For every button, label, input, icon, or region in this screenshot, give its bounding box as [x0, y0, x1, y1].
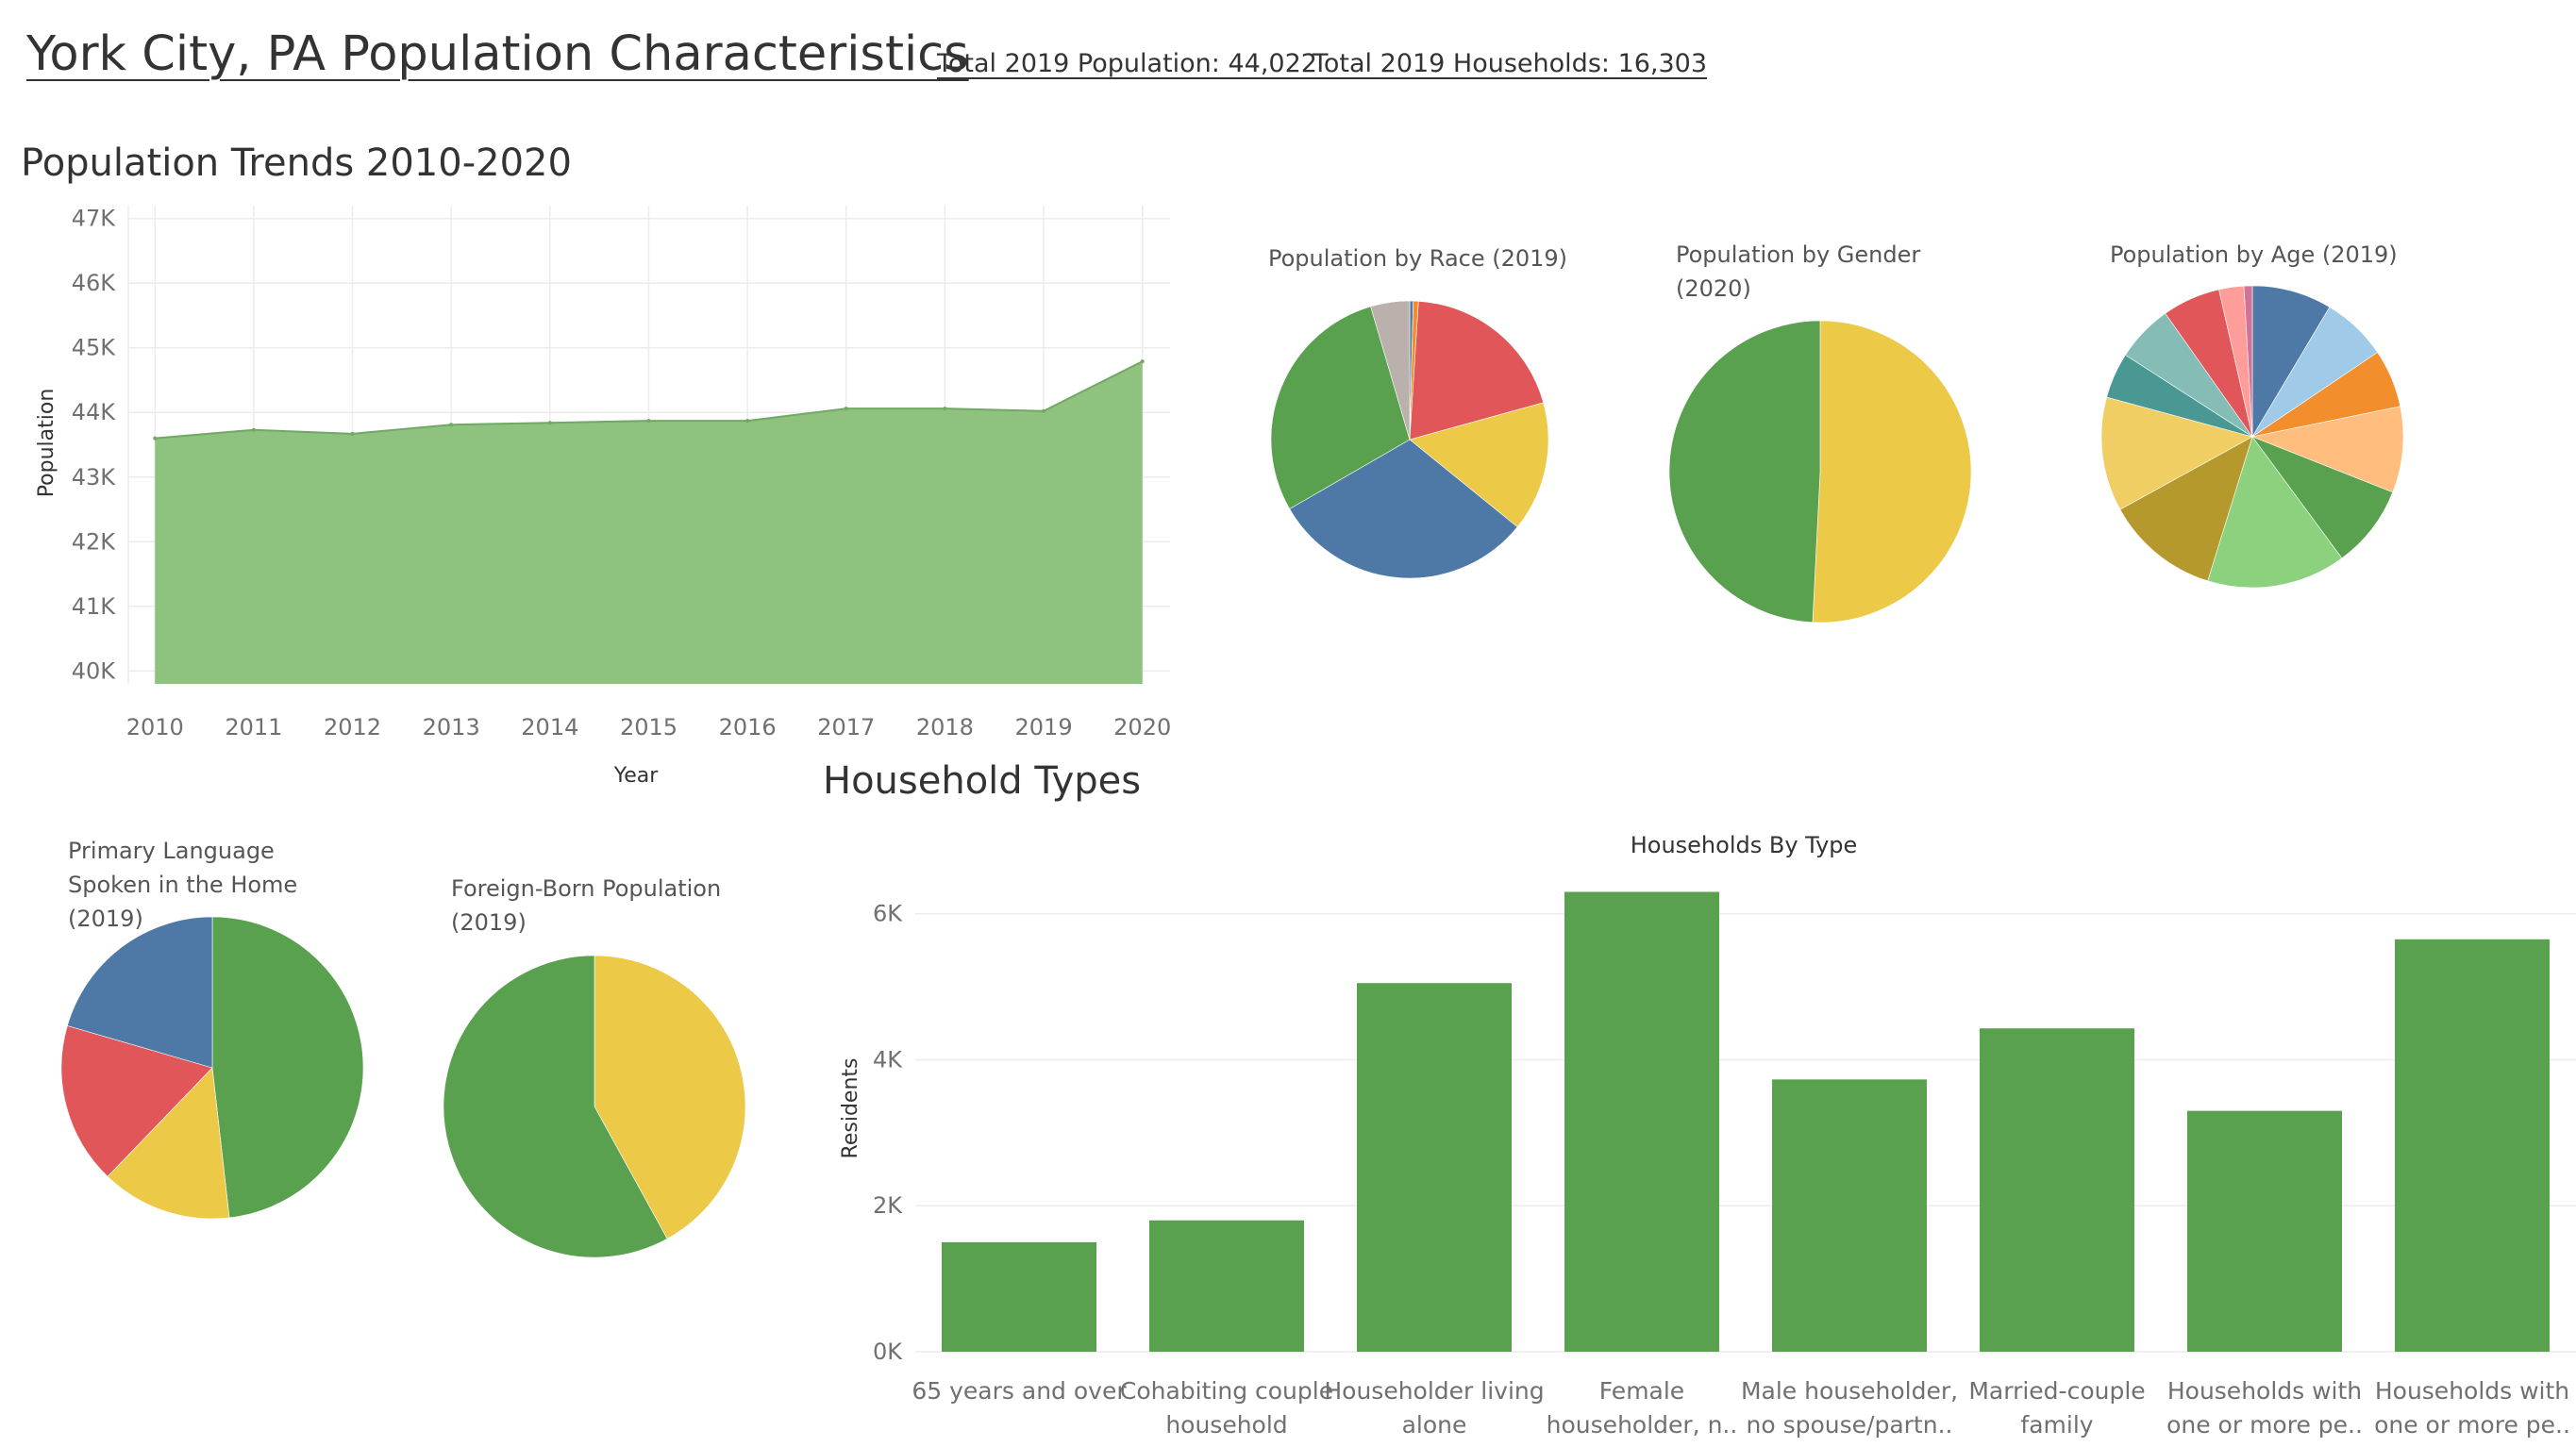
dashboard-title: York City, PA Population Characteristics [26, 26, 969, 82]
y-tick-label: 45K [72, 335, 117, 361]
category-label: Households with [2375, 1377, 2569, 1405]
y-tick-label: 41K [72, 593, 117, 620]
category-label: alone [1402, 1411, 1467, 1439]
pie-slice [66, 916, 213, 1069]
pie-slice [2251, 285, 2331, 439]
data-point [1042, 408, 1046, 413]
household-bar [2395, 939, 2550, 1352]
pie-slice [1409, 402, 1549, 528]
total-households-link[interactable]: Total 2019 Households: 16,303 [1313, 49, 1708, 78]
pie-slice [1812, 320, 1972, 624]
data-point [646, 419, 651, 424]
pie-slice [443, 955, 668, 1258]
y-tick-label: 46K [72, 270, 117, 296]
household-bar [1564, 891, 1719, 1352]
category-label: Male householder, [1741, 1377, 1958, 1405]
household-types-heading: Household Types [823, 759, 1142, 803]
pie-slice [60, 1024, 213, 1177]
category-label: household [1165, 1411, 1287, 1439]
pie-slice [1668, 320, 1821, 624]
population-area [155, 361, 1143, 684]
y-tick-label: 2K [873, 1192, 903, 1219]
race-pie-title: Population by Race (2019) [1268, 245, 1568, 272]
x-tick-label: 2011 [225, 714, 282, 740]
language-pie-title: Primary Language Spoken in the Home (201… [68, 838, 298, 932]
pie-slice [2207, 436, 2343, 589]
data-point [251, 427, 256, 432]
age-pie-chart[interactable] [2099, 283, 2406, 590]
pie-slice [1370, 300, 1411, 441]
y-axis-title: Population [35, 389, 59, 498]
data-point [547, 421, 552, 425]
population-trends-heading: Population Trends 2010-2020 [21, 141, 572, 185]
pie-slice [1409, 300, 1545, 441]
pie-slice [2100, 396, 2253, 510]
x-tick-label: 2018 [916, 714, 974, 740]
y-tick-label: 44K [72, 399, 117, 425]
household-bar [1772, 1079, 1927, 1352]
race-pie-chart[interactable] [1268, 298, 1551, 581]
category-label: Households with [2167, 1377, 2362, 1405]
category-label: no spouse/partn.. [1747, 1411, 1953, 1439]
data-point [844, 407, 848, 411]
x-tick-label: 2010 [126, 714, 184, 740]
y-tick-label: 4K [873, 1046, 903, 1073]
data-point [745, 419, 750, 424]
pie-slice [594, 955, 746, 1239]
household-bar [2187, 1110, 2342, 1352]
foreign-born-pie-chart[interactable] [441, 953, 748, 1260]
language-pie-chart[interactable] [59, 914, 366, 1222]
category-label: Householder living [1324, 1377, 1544, 1405]
category-label: 65 years and over [912, 1377, 1127, 1405]
x-axis-title: Year [613, 764, 660, 788]
y-tick-label: 6K [873, 901, 903, 927]
category-label: one or more pe.. [2374, 1411, 2570, 1439]
household-bar [1149, 1220, 1304, 1352]
y-tick-label: 0K [873, 1339, 903, 1365]
y-tick-label: 40K [72, 657, 117, 684]
pie-slice [2119, 436, 2253, 582]
y-axis-title: Residents [839, 1058, 862, 1159]
pie-slice [211, 916, 364, 1219]
data-point [350, 431, 355, 436]
pie-slice [2243, 285, 2253, 438]
category-label: family [2020, 1411, 2093, 1439]
y-tick-label: 42K [72, 528, 117, 555]
data-point [449, 423, 454, 427]
data-point [1140, 359, 1145, 364]
pie-slice [2250, 406, 2404, 493]
total-population-link[interactable]: Total 2019 Population: 44,022 [937, 49, 1317, 78]
foreign-born-pie-title: Foreign-Born Population (2019) [451, 875, 722, 936]
y-tick-label: 43K [72, 464, 117, 491]
gender-pie-chart[interactable] [1666, 318, 1974, 625]
x-tick-label: 2016 [719, 714, 777, 740]
category-label: Cohabiting couple [1120, 1377, 1333, 1405]
pie-slice [2251, 436, 2394, 559]
x-tick-label: 2017 [817, 714, 875, 740]
population-trend-chart[interactable]: 40K 41K 42K 43K 44K 45K 46K 47K 2010 2011 2012 2013… [0, 189, 1189, 792]
x-tick-label: 2013 [423, 714, 480, 740]
household-bar [1980, 1028, 2134, 1352]
age-pie-title: Population by Age (2019) [2110, 241, 2398, 268]
pie-slice [1289, 439, 1518, 579]
pie-slice [1270, 306, 1411, 509]
x-tick-label: 2019 [1015, 714, 1073, 740]
bar-chart-title: Households By Type [1631, 832, 1858, 858]
data-point [943, 407, 947, 411]
category-label: householder, n.. [1547, 1411, 1738, 1439]
x-tick-label: 2020 [1113, 714, 1171, 740]
pie-slice [107, 1067, 230, 1220]
y-tick-label: 47K [72, 206, 117, 232]
households-by-type-chart[interactable]: Households By Type 0K 2K 4K 6K Residents 65 ye… [811, 821, 2576, 1447]
x-tick-label: 2015 [620, 714, 677, 740]
x-tick-label: 2014 [521, 714, 578, 740]
category-label: one or more pe.. [2166, 1411, 2363, 1439]
gender-pie-title: Population by Gender (2020) [1676, 241, 1921, 302]
category-label: Married-couple [1968, 1377, 2145, 1405]
category-label: Female [1599, 1377, 1684, 1405]
household-bar [1357, 983, 1512, 1352]
data-point [153, 436, 158, 441]
x-tick-label: 2012 [324, 714, 381, 740]
household-bar [942, 1241, 1096, 1352]
